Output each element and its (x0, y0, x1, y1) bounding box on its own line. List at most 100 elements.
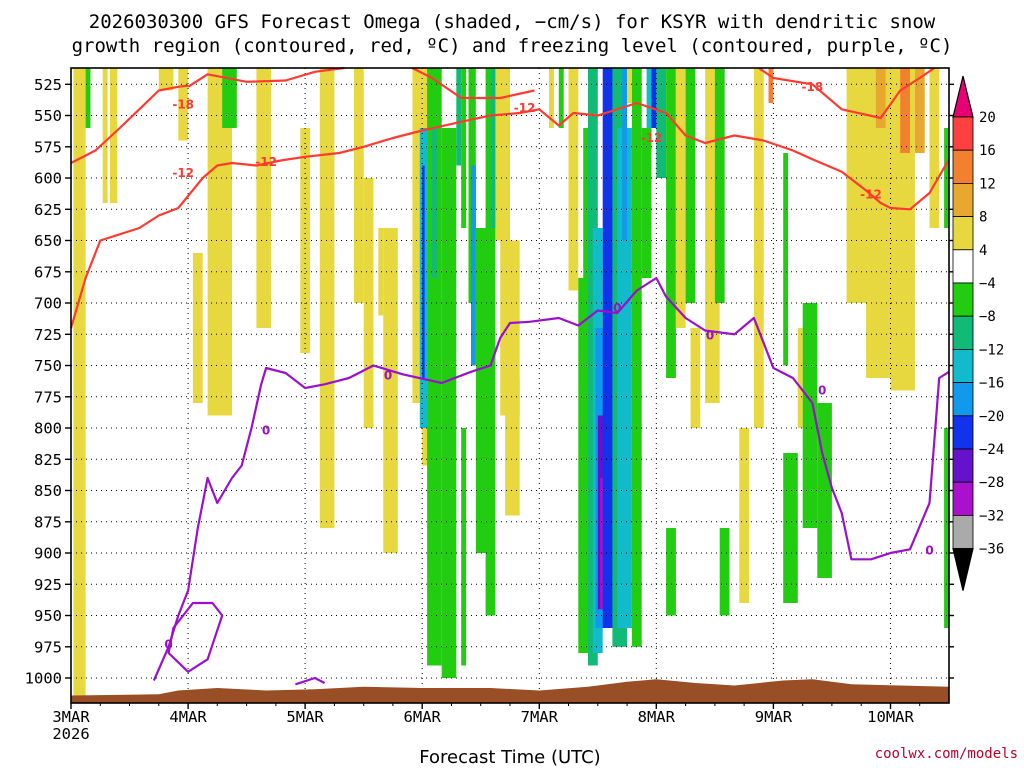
omega-shade-block (383, 228, 398, 553)
omega-shade-block (797, 328, 803, 428)
omega-shade-block (875, 68, 886, 128)
freezing-contour-label: 0 (925, 544, 933, 558)
omega-shade-block (73, 68, 86, 703)
colorbar-segment (952, 515, 974, 550)
colorbar-segment (952, 282, 974, 317)
x-axis-label: Forecast Time (UTC) (419, 747, 600, 768)
colorbar-segment (952, 382, 974, 417)
colorbar-tick-label: −4 (979, 276, 996, 292)
y-tick-label: 825 (34, 451, 62, 469)
omega-shade-block (622, 68, 628, 241)
omega-shade-block (739, 428, 750, 603)
freezing-contour-line (152, 276, 950, 681)
dgz-contour-line (758, 67, 936, 120)
omega-shade-block (675, 68, 686, 328)
omega-shade-block (319, 68, 335, 528)
omega-shade-block (783, 453, 798, 603)
y-tick-label: 525 (34, 76, 62, 94)
colorbar-tick-label: 4 (979, 243, 987, 259)
omega-shade-block (110, 68, 118, 203)
chart-title-line2: growth region (contoured, red, ºC) and f… (72, 35, 953, 57)
x-tick-label: 5MAR (286, 708, 324, 726)
colorbar-segment (952, 216, 974, 251)
dgz-contour-label: -18 (802, 80, 824, 94)
omega-shade-block (558, 68, 564, 128)
x-tick-label: 10MAR (867, 708, 914, 726)
omega-shade-block (505, 378, 520, 516)
y-tick-label: 600 (34, 170, 62, 188)
colorbar-segment (952, 448, 974, 483)
omega-shade-block (456, 68, 462, 166)
colorbar-tick-label: 12 (979, 176, 996, 192)
colorbar-bottom-arrow (952, 547, 974, 591)
y-tick-label: 700 (34, 295, 62, 313)
omega-shade-block (427, 68, 442, 666)
colorbar-segment (952, 481, 974, 516)
colorbar-tick-label: 20 (979, 110, 996, 126)
colorbar-tick-label: −32 (979, 508, 1004, 524)
omega-shade-block (641, 128, 652, 278)
omega-shade-block (666, 68, 676, 378)
omega-shade-block (441, 128, 457, 678)
omega-shade-block (714, 68, 725, 303)
x-tick-label: 4MAR (169, 708, 207, 726)
omega-shade-block (353, 68, 364, 303)
colorbar-segment (952, 249, 974, 284)
dgz-contour-line (187, 66, 345, 88)
omega-shade-block (651, 68, 657, 128)
colorbar-tick-label: −20 (979, 409, 1004, 425)
colorbar-segment (952, 415, 974, 450)
omega-shade-block (256, 68, 271, 328)
omega-shade-block (158, 68, 174, 91)
omega-shade-block (461, 428, 467, 666)
freezing-contour-label: 0 (818, 384, 826, 398)
colorbar-segment (952, 149, 974, 184)
omega-shade-block (85, 68, 91, 128)
freezing-contour-label: 0 (706, 329, 714, 343)
credit-text: coolwx.com/models (875, 746, 1018, 762)
freezing-level-contours (152, 276, 950, 686)
omega-shade-block (753, 68, 764, 428)
omega-shade-block (929, 68, 940, 228)
y-tick-label: 875 (34, 513, 62, 531)
y-tick-label: 1000 (25, 670, 62, 688)
freezing-contour-label: 0 (164, 637, 172, 651)
y-tick-label: 725 (34, 326, 62, 344)
omega-shade-block (768, 68, 774, 103)
x-tick-label: 9MAR (755, 708, 793, 726)
omega-shade-block (485, 68, 496, 616)
omega-shade-block (617, 128, 632, 628)
freezing-contour-line (167, 601, 224, 673)
omega-shade-block (646, 68, 652, 178)
dgz-contour-label: -18 (172, 97, 194, 111)
omega-shade-block (944, 428, 949, 628)
omega-shade-block (627, 68, 632, 103)
omega-shade-block (578, 278, 589, 653)
chart-title-line1: 2026030300 GFS Forecast Omega (shaded, −… (89, 11, 936, 33)
dgz-contour-line (411, 67, 535, 100)
y-tick-label: 575 (34, 138, 62, 156)
omega-shade-block (178, 68, 189, 141)
omega-shade-block (666, 528, 676, 616)
colorbar-tick-label: −8 (979, 309, 996, 325)
colorbar-tick-label: −36 (979, 542, 1004, 558)
y-tick-label: 850 (34, 482, 62, 500)
omega-shade-block (500, 240, 520, 416)
y-tick-label: 925 (34, 576, 62, 594)
omega-shade-block (102, 68, 108, 203)
omega-shade-block (583, 128, 589, 278)
dgz-contour-label: -12 (641, 131, 663, 145)
x-tick-label: 6MAR (404, 708, 442, 726)
omega-shade-block (495, 68, 510, 241)
freezing-contour-label: 0 (613, 301, 621, 315)
omega-shade-block (656, 68, 667, 178)
colorbar-tick-label: 8 (979, 210, 987, 226)
omega-shade-block (363, 178, 374, 428)
omega-shade-block (222, 68, 237, 128)
omega-shade-block (568, 68, 579, 291)
dgz-contour-line (69, 101, 950, 329)
dgz-contour-line (70, 84, 189, 164)
y-tick-label: 650 (34, 232, 62, 250)
